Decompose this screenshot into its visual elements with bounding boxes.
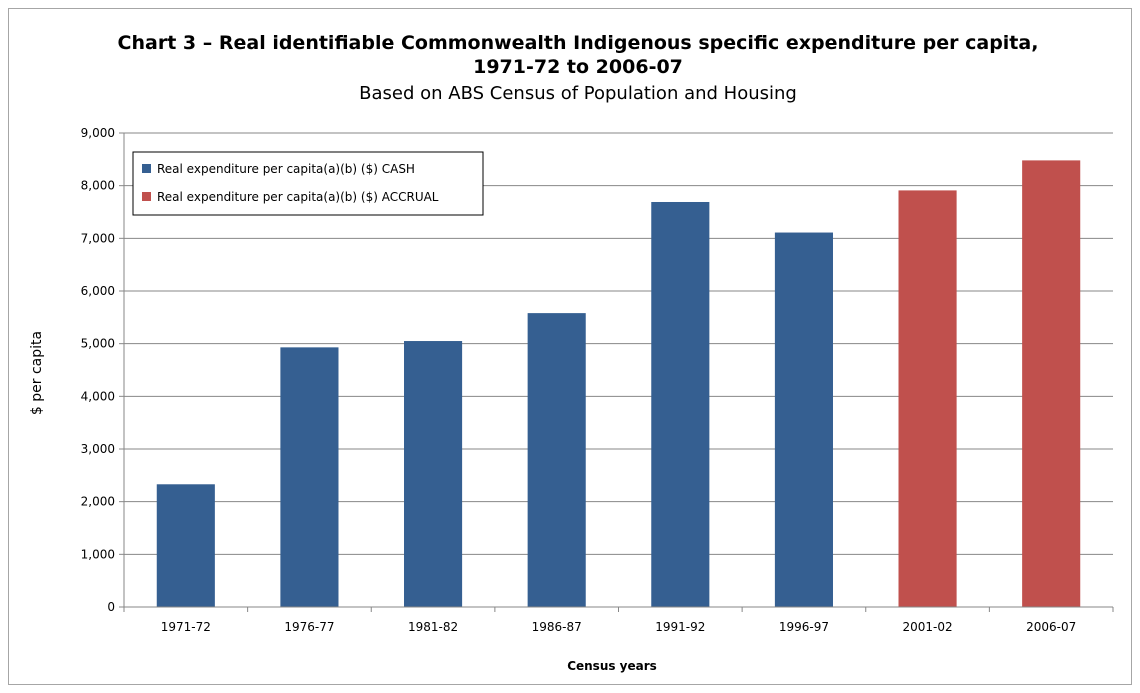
bar-chart: Chart 3 – Real identifiable Commonwealth… xyxy=(29,32,1114,673)
y-tick-label: 4,000 xyxy=(81,389,115,403)
y-tick-label: 6,000 xyxy=(81,284,115,298)
axes xyxy=(123,133,1113,608)
x-tick-label: 1976-77 xyxy=(284,620,334,634)
y-tick-label: 8,000 xyxy=(81,179,115,193)
bar xyxy=(156,484,215,607)
y-tick-label: 0 xyxy=(107,600,115,614)
x-tick-label: 2006-07 xyxy=(1026,620,1076,634)
x-tick-label: 1971-72 xyxy=(161,620,211,634)
legend-entry: Real expenditure per capita(a)(b) ($) AC… xyxy=(157,190,439,204)
bars xyxy=(156,160,1081,608)
chart-frame: Chart 3 – Real identifiable Commonwealth… xyxy=(8,8,1132,685)
x-tick-label: 1991-92 xyxy=(655,620,705,634)
y-tick-label: 3,000 xyxy=(81,442,115,456)
legend-box xyxy=(132,151,484,216)
x-tick-label: 2001-02 xyxy=(902,620,952,634)
legend-entry: Real expenditure per capita(a)(b) ($) CA… xyxy=(157,162,415,176)
bar xyxy=(651,201,710,607)
bar xyxy=(280,347,339,607)
chart-title: Chart 3 – Real identifiable Commonwealth… xyxy=(118,32,1039,54)
legend-swatch xyxy=(142,192,151,201)
legend: Real expenditure per capita(a)(b) ($) CA… xyxy=(132,151,484,216)
bar xyxy=(1022,160,1081,608)
x-tick-label: 1981-82 xyxy=(408,620,458,634)
bar xyxy=(404,341,463,607)
bar xyxy=(527,313,586,607)
x-tick-label: 1996-97 xyxy=(779,620,829,634)
y-axis-label: $ per capita xyxy=(29,331,45,415)
y-tick-label: 9,000 xyxy=(81,126,115,140)
bar xyxy=(898,190,957,607)
bar xyxy=(774,232,833,608)
x-axis-ticks: 1971-72 1976-77 1981-82 1986-87 1991-92 1996-… xyxy=(123,607,1114,634)
y-tick-label: 2,000 xyxy=(81,495,115,509)
x-tick-label: 1986-87 xyxy=(532,620,582,634)
legend-swatch xyxy=(142,164,151,173)
x-axis-label: Census years xyxy=(567,659,657,673)
y-tick-label: 7,000 xyxy=(81,231,115,245)
y-tick-label: 1,000 xyxy=(81,547,115,561)
y-tick-label: 5,000 xyxy=(81,337,115,351)
chart-title-line2: 1971-72 to 2006-07 xyxy=(473,56,683,78)
chart-subtitle: Based on ABS Census of Population and Ho… xyxy=(359,83,797,104)
y-axis-ticks: 0 1,000 2,000 3,000 4,000 5,000 6,000 7,000 8,00… xyxy=(81,126,124,614)
